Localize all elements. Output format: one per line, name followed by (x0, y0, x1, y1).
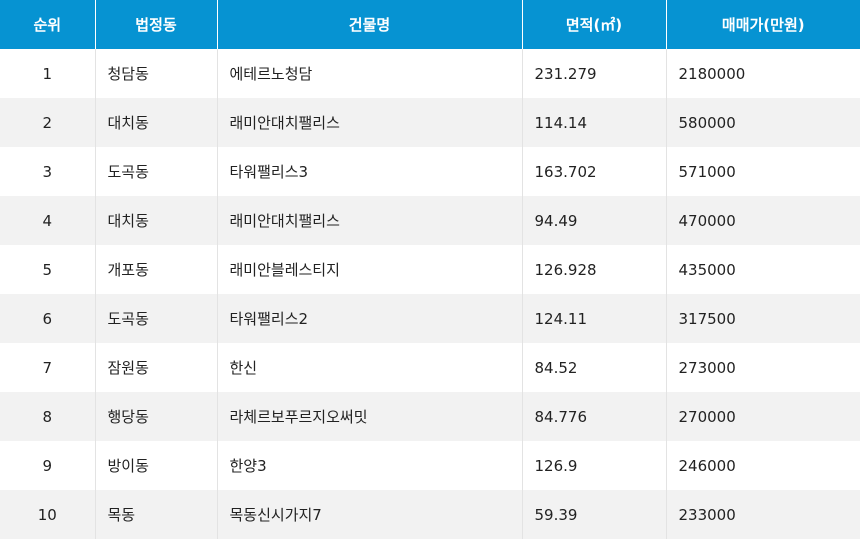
building-cell: 래미안대치팰리스 (217, 98, 523, 147)
area-cell: 59.39 (522, 490, 667, 539)
dong-cell: 대치동 (95, 98, 218, 147)
dong-cell: 방이동 (95, 441, 218, 490)
dong-cell: 잠원동 (95, 343, 218, 392)
table-row: 7 잠원동 한신 84.52 273000 (0, 343, 860, 392)
rank-cell: 5 (0, 245, 96, 294)
rank-cell: 4 (0, 196, 96, 245)
area-cell: 124.11 (522, 294, 667, 343)
dong-cell: 도곡동 (95, 294, 218, 343)
dong-cell: 도곡동 (95, 147, 218, 196)
rank-cell: 7 (0, 343, 96, 392)
price-cell: 2180000 (666, 49, 860, 98)
building-cell: 타워팰리스3 (217, 147, 523, 196)
rank-cell: 8 (0, 392, 96, 441)
price-cell: 317500 (666, 294, 860, 343)
table-row: 8 행당동 라체르보푸르지오써밋 84.776 270000 (0, 392, 860, 441)
area-cell: 114.14 (522, 98, 667, 147)
area-cell: 84.776 (522, 392, 667, 441)
building-cell: 한신 (217, 343, 523, 392)
price-cell: 273000 (666, 343, 860, 392)
table-row: 10 목동 목동신시가지7 59.39 233000 (0, 490, 860, 539)
building-cell: 한양3 (217, 441, 523, 490)
table-row: 2 대치동 래미안대치팰리스 114.14 580000 (0, 98, 860, 147)
price-cell: 571000 (666, 147, 860, 196)
header-area: 면적(㎡) (522, 0, 667, 49)
area-cell: 94.49 (522, 196, 667, 245)
table-row: 5 개포동 래미안블레스티지 126.928 435000 (0, 245, 860, 294)
table-row: 1 청담동 에테르노청담 231.279 2180000 (0, 49, 860, 98)
rank-cell: 9 (0, 441, 96, 490)
header-building: 건물명 (217, 0, 523, 49)
building-cell: 타워팰리스2 (217, 294, 523, 343)
table-row: 9 방이동 한양3 126.9 246000 (0, 441, 860, 490)
area-cell: 84.52 (522, 343, 667, 392)
header-rank: 순위 (0, 0, 96, 49)
building-cell: 에테르노청담 (217, 49, 523, 98)
price-cell: 270000 (666, 392, 860, 441)
header-row: 순위 법정동 건물명 면적(㎡) 매매가(만원) (0, 0, 860, 49)
area-cell: 231.279 (522, 49, 667, 98)
building-cell: 래미안대치팰리스 (217, 196, 523, 245)
dong-cell: 개포동 (95, 245, 218, 294)
building-cell: 목동신시가지7 (217, 490, 523, 539)
area-cell: 126.928 (522, 245, 667, 294)
price-cell: 233000 (666, 490, 860, 539)
header-price: 매매가(만원) (666, 0, 860, 49)
dong-cell: 목동 (95, 490, 218, 539)
rank-cell: 10 (0, 490, 96, 539)
price-cell: 435000 (666, 245, 860, 294)
building-cell: 라체르보푸르지오써밋 (217, 392, 523, 441)
price-cell: 580000 (666, 98, 860, 147)
table-body: 1 청담동 에테르노청담 231.279 2180000 2 대치동 래미안대치팰리스 114.… (0, 49, 860, 539)
table-row: 4 대치동 래미안대치팰리스 94.49 470000 (0, 196, 860, 245)
dong-cell: 대치동 (95, 196, 218, 245)
dong-cell: 청담동 (95, 49, 218, 98)
header-dong: 법정동 (95, 0, 218, 49)
building-cell: 래미안블레스티지 (217, 245, 523, 294)
table-header: 순위 법정동 건물명 면적(㎡) 매매가(만원) (0, 0, 860, 49)
price-cell: 470000 (666, 196, 860, 245)
rank-cell: 6 (0, 294, 96, 343)
rank-cell: 3 (0, 147, 96, 196)
table-row: 3 도곡동 타워팰리스3 163.702 571000 (0, 147, 860, 196)
rank-cell: 1 (0, 49, 96, 98)
rank-cell: 2 (0, 98, 96, 147)
table-row: 6 도곡동 타워팰리스2 124.11 317500 (0, 294, 860, 343)
area-cell: 163.702 (522, 147, 667, 196)
dong-cell: 행당동 (95, 392, 218, 441)
area-cell: 126.9 (522, 441, 667, 490)
price-cell: 246000 (666, 441, 860, 490)
